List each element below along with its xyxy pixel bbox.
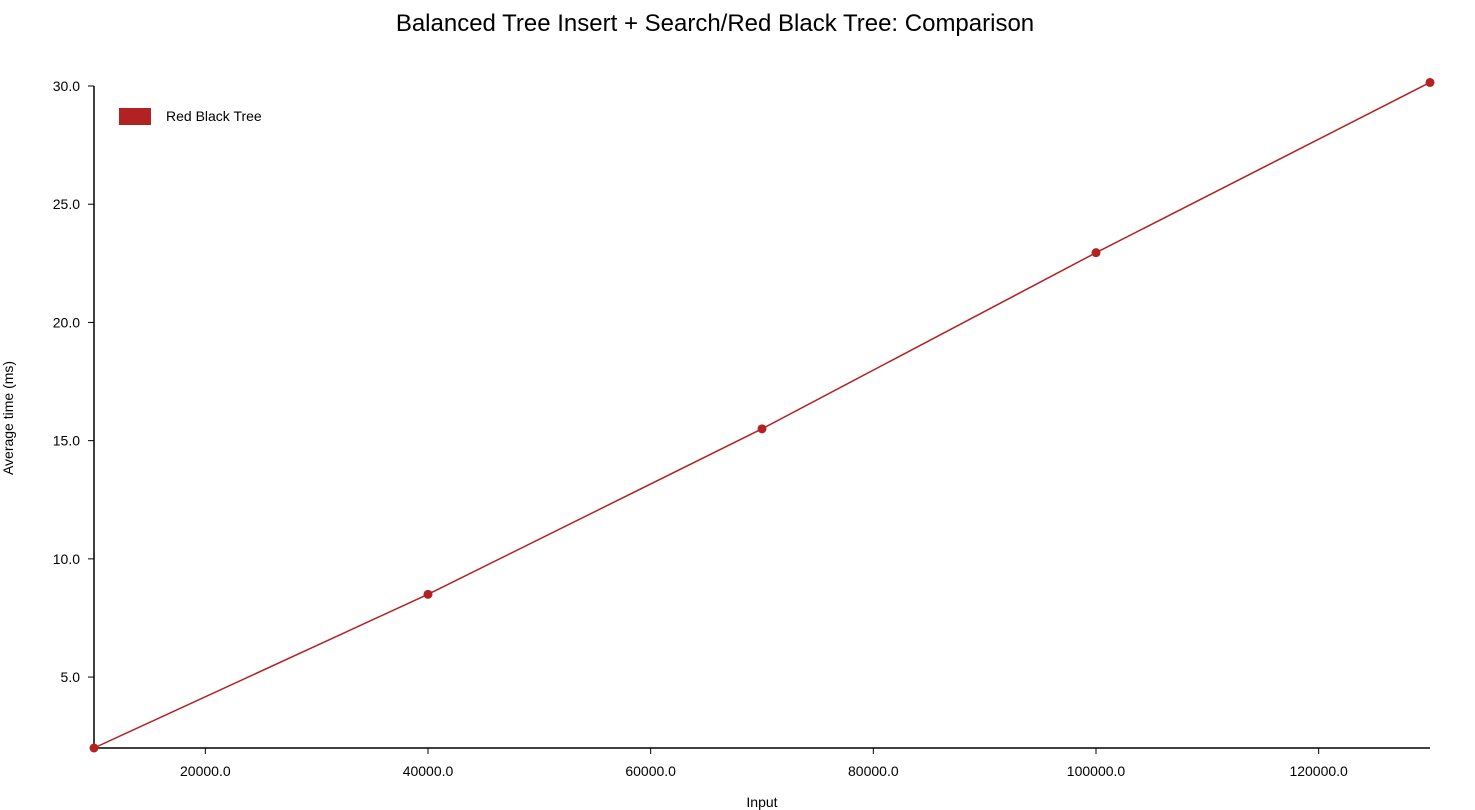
- x-tick-label: 20000.0: [180, 763, 231, 779]
- data-point: [1091, 248, 1101, 258]
- y-tick-label: 25.0: [53, 196, 80, 212]
- x-tick-label: 100000.0: [1067, 763, 1126, 779]
- series-group: [89, 77, 1435, 753]
- y-tick-label: 20.0: [53, 314, 80, 330]
- x-tick-label: 120000.0: [1289, 763, 1348, 779]
- y-axis-label: Average time (ms): [0, 361, 16, 475]
- x-tick-label: 80000.0: [848, 763, 899, 779]
- axes: 5.0 10.0 15.0 20.0 25.0 30.0 20000.0 40000.0 600…: [53, 78, 1430, 779]
- data-point: [423, 589, 433, 599]
- series-line-red-black-tree: [93, 81, 1431, 749]
- data-point: [89, 743, 99, 753]
- chart-title: Balanced Tree Insert + Search/Red Black …: [396, 10, 1034, 37]
- data-point: [1425, 77, 1435, 87]
- legend: Red Black Tree: [119, 108, 262, 125]
- x-tick-label: 40000.0: [403, 763, 454, 779]
- y-tick-label: 15.0: [53, 433, 80, 449]
- legend-label: Red Black Tree: [166, 108, 262, 124]
- y-tick-label: 30.0: [53, 78, 80, 94]
- x-axis-label: Input: [746, 794, 777, 810]
- y-tick-label: 5.0: [61, 669, 81, 685]
- legend-swatch: [119, 108, 151, 125]
- x-tick-label: 60000.0: [625, 763, 676, 779]
- data-point: [757, 424, 767, 434]
- y-tick-label: 10.0: [53, 551, 80, 567]
